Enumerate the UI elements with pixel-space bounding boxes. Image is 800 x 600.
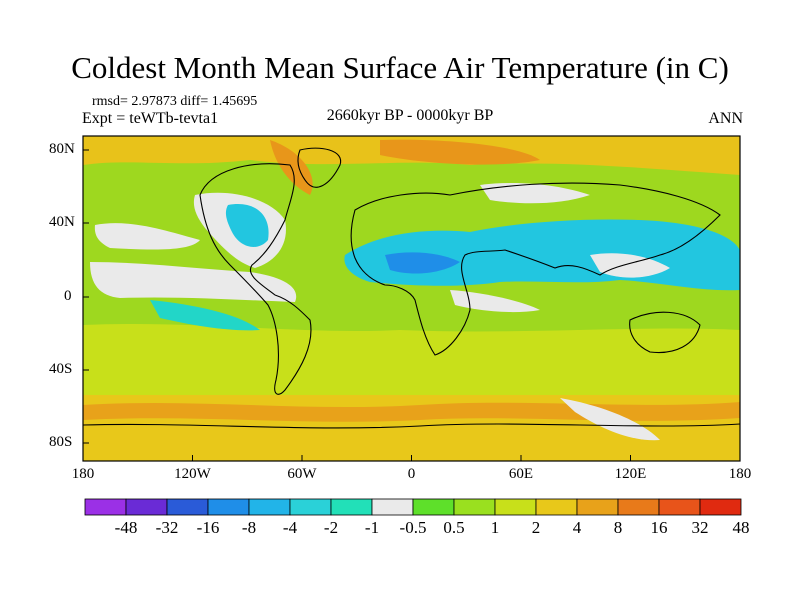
colorbar-swatch bbox=[125, 498, 168, 516]
x-tick-label: 120W bbox=[174, 466, 211, 482]
south-pacific-cyan-patch bbox=[150, 300, 260, 331]
colorbar-swatch bbox=[289, 498, 332, 516]
map-field bbox=[83, 136, 740, 461]
north-america-cyan bbox=[225, 204, 269, 247]
x-tick-label: 180 bbox=[71, 466, 95, 482]
antarctic-pale-patch bbox=[560, 398, 660, 441]
colorbar-swatch bbox=[412, 498, 455, 516]
x-tick-label: 60W bbox=[287, 466, 317, 482]
colorbar-label: 8 bbox=[613, 518, 623, 537]
colorbar-swatch bbox=[84, 498, 127, 516]
colorbar-label: 32 bbox=[691, 518, 709, 537]
siberia-pale-patch bbox=[480, 183, 590, 204]
colorbar-label: -1 bbox=[364, 518, 380, 537]
colorbar-label: -0.5 bbox=[399, 518, 427, 537]
colorbar-label: 48 bbox=[732, 518, 750, 537]
sahara-blue-core bbox=[385, 252, 460, 274]
season-label: ANN bbox=[708, 110, 743, 127]
australia-coastline bbox=[629, 311, 701, 354]
stats-label: rmsd= 2.97873 diff= 1.45695 bbox=[92, 94, 258, 109]
y-tick-label: 80S bbox=[49, 434, 73, 450]
barents-warm-patch bbox=[380, 139, 540, 165]
y-tick-label: 0 bbox=[64, 288, 72, 304]
colorbar-label: 0.5 bbox=[443, 518, 465, 537]
colorbar-label: -32 bbox=[155, 518, 179, 537]
colorbar-label: -48 bbox=[114, 518, 138, 537]
colorbar-swatch bbox=[617, 498, 660, 516]
colorbar-label: -4 bbox=[282, 518, 298, 537]
x-tick-label: 0 bbox=[407, 466, 416, 482]
colorbar-label: -8 bbox=[241, 518, 257, 537]
colorbar-swatch bbox=[699, 498, 742, 516]
colorbar-label: 1 bbox=[490, 518, 500, 537]
colorbar-swatch bbox=[330, 498, 373, 516]
colorbar-swatch bbox=[576, 498, 619, 516]
southern-midlat-band bbox=[83, 323, 740, 395]
colorbar-swatch bbox=[453, 498, 496, 516]
x-tick-label: 180 bbox=[728, 466, 752, 482]
americas-coastline bbox=[199, 163, 312, 395]
coastlines bbox=[83, 147, 740, 429]
colorbar-swatch bbox=[535, 498, 578, 516]
antarctica-coastline bbox=[83, 423, 740, 429]
colorbar-label: -16 bbox=[196, 518, 220, 537]
colorbar-label: 2 bbox=[531, 518, 541, 537]
axis-ticks bbox=[82, 149, 741, 461]
afro-eurasia-coastline bbox=[350, 182, 721, 356]
colorbar-label: 16 bbox=[650, 518, 668, 537]
greenland-coastline bbox=[297, 147, 342, 188]
colorbar-swatch bbox=[494, 498, 537, 516]
colorbar-swatch bbox=[658, 498, 701, 516]
north-pacific-pale-patch bbox=[94, 223, 200, 250]
pacific-cold-tongue bbox=[90, 262, 297, 302]
colorbar-swatch bbox=[166, 498, 209, 516]
colorbar-swatch bbox=[371, 498, 414, 516]
y-tick-label: 40N bbox=[49, 214, 75, 230]
y-tick-label: 40S bbox=[49, 361, 73, 377]
colorbar-swatch bbox=[207, 498, 250, 516]
x-tick-label: 120E bbox=[614, 466, 647, 482]
indian-ocean-pale bbox=[450, 290, 540, 313]
period-label: 2660kyr BP - 0000kyr BP bbox=[326, 107, 494, 124]
colorbar-label: 4 bbox=[572, 518, 582, 537]
experiment-label: Expt = teWTb-tevta1 bbox=[82, 110, 219, 127]
x-tick-label: 60E bbox=[508, 466, 534, 482]
colorbar-label: -2 bbox=[323, 518, 339, 537]
y-tick-label: 80N bbox=[49, 141, 75, 157]
colorbar-swatch bbox=[248, 498, 291, 516]
chart-title: Coldest Month Mean Surface Air Temperatu… bbox=[71, 50, 729, 85]
southeast-asia-pale bbox=[590, 253, 670, 278]
